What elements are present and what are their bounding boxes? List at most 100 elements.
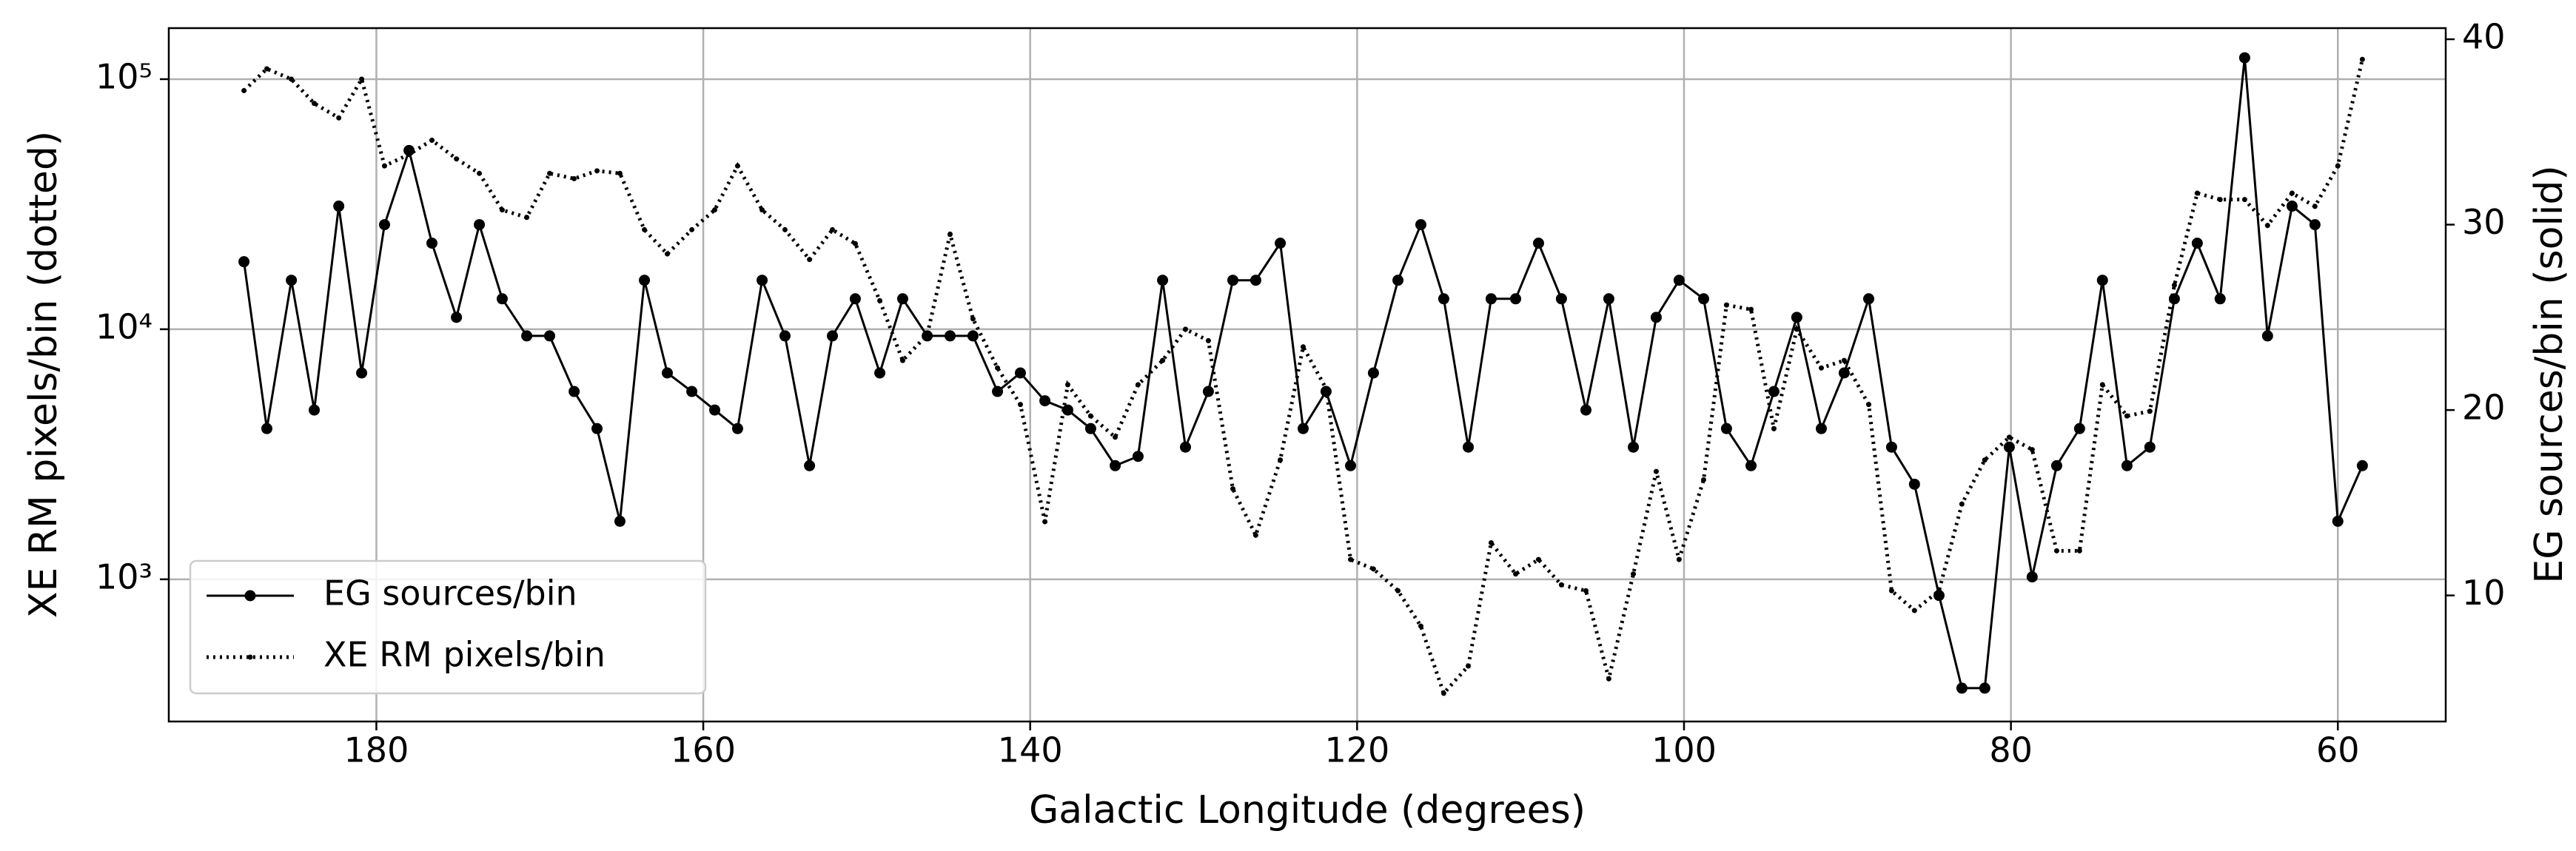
point bbox=[617, 170, 623, 176]
point bbox=[571, 175, 577, 181]
point bbox=[1042, 519, 1048, 525]
point bbox=[406, 152, 412, 158]
point bbox=[1297, 423, 1309, 434]
point bbox=[2286, 201, 2298, 212]
point bbox=[1017, 402, 1023, 408]
point bbox=[289, 76, 295, 82]
point bbox=[1440, 690, 1446, 696]
point bbox=[1580, 404, 1591, 416]
point bbox=[286, 275, 298, 286]
point bbox=[1532, 238, 1544, 249]
point bbox=[238, 256, 250, 268]
point bbox=[1720, 423, 1732, 434]
point bbox=[1768, 386, 1780, 397]
point bbox=[1628, 441, 1640, 453]
point bbox=[1463, 441, 1475, 453]
point bbox=[1676, 556, 1682, 562]
point bbox=[2194, 190, 2200, 196]
point bbox=[782, 226, 788, 232]
point bbox=[2335, 163, 2341, 169]
point bbox=[1723, 302, 1729, 308]
point bbox=[896, 293, 908, 305]
y2-tick-label: 20 bbox=[2462, 388, 2506, 428]
point bbox=[925, 332, 930, 337]
point bbox=[804, 460, 816, 471]
point bbox=[1818, 365, 1824, 371]
point bbox=[1345, 460, 1357, 471]
point bbox=[1488, 539, 1494, 545]
point bbox=[1415, 219, 1426, 231]
point bbox=[359, 76, 365, 82]
point bbox=[477, 170, 483, 176]
point bbox=[1320, 386, 1332, 397]
x-tick-label: 100 bbox=[1651, 730, 1717, 770]
point bbox=[1558, 582, 1564, 588]
point bbox=[381, 163, 387, 169]
point bbox=[614, 515, 625, 527]
point bbox=[2144, 441, 2156, 453]
point bbox=[874, 367, 886, 379]
point bbox=[2264, 223, 2270, 229]
point bbox=[429, 137, 435, 143]
point bbox=[1673, 275, 1685, 286]
point bbox=[945, 330, 956, 342]
point bbox=[779, 330, 791, 342]
point bbox=[1087, 413, 1093, 419]
point bbox=[2241, 197, 2247, 203]
point bbox=[426, 238, 438, 249]
point bbox=[947, 231, 953, 237]
point bbox=[594, 168, 600, 174]
point bbox=[1510, 293, 1522, 305]
point bbox=[1250, 275, 1261, 286]
point bbox=[2076, 548, 2082, 554]
point bbox=[2217, 197, 2223, 203]
point bbox=[451, 312, 463, 323]
point bbox=[2124, 413, 2130, 419]
point bbox=[759, 207, 765, 213]
point bbox=[1205, 337, 1211, 343]
point bbox=[731, 423, 743, 434]
point bbox=[1278, 457, 1284, 463]
point bbox=[639, 275, 651, 286]
y2-tick-label: 10 bbox=[2462, 573, 2506, 613]
point bbox=[686, 386, 698, 397]
point bbox=[830, 226, 836, 232]
point bbox=[1157, 275, 1169, 286]
point bbox=[1275, 238, 1287, 249]
legend-box bbox=[189, 559, 707, 695]
point bbox=[309, 404, 321, 416]
point bbox=[2356, 460, 2368, 471]
point bbox=[992, 386, 1004, 397]
plot-frame bbox=[167, 27, 2447, 723]
point bbox=[547, 170, 553, 176]
point bbox=[1039, 395, 1051, 407]
point bbox=[661, 367, 673, 379]
point bbox=[757, 275, 768, 286]
point bbox=[2050, 460, 2062, 471]
point bbox=[474, 219, 486, 231]
y2-axis-label: EG sources/bin (solid) bbox=[2527, 165, 2572, 583]
point bbox=[264, 66, 269, 72]
x-tick-label: 60 bbox=[2316, 730, 2360, 770]
point bbox=[1300, 344, 1306, 350]
point bbox=[1555, 293, 1567, 305]
point bbox=[877, 297, 883, 303]
point bbox=[2006, 434, 2012, 440]
point bbox=[378, 219, 390, 231]
point bbox=[333, 201, 345, 212]
point bbox=[591, 423, 603, 434]
point bbox=[712, 207, 718, 213]
point bbox=[1084, 423, 1096, 434]
point bbox=[1135, 382, 1141, 388]
y-tick-label: 10³ bbox=[95, 556, 152, 596]
legend-marker bbox=[244, 590, 256, 602]
point bbox=[970, 316, 976, 322]
point bbox=[1418, 623, 1423, 629]
point bbox=[1583, 588, 1589, 593]
point bbox=[1485, 293, 1497, 305]
y-tick-label: 10⁵ bbox=[95, 56, 152, 96]
point bbox=[1513, 571, 1519, 577]
y2-tick-label: 30 bbox=[2462, 202, 2506, 242]
point bbox=[2096, 275, 2108, 286]
